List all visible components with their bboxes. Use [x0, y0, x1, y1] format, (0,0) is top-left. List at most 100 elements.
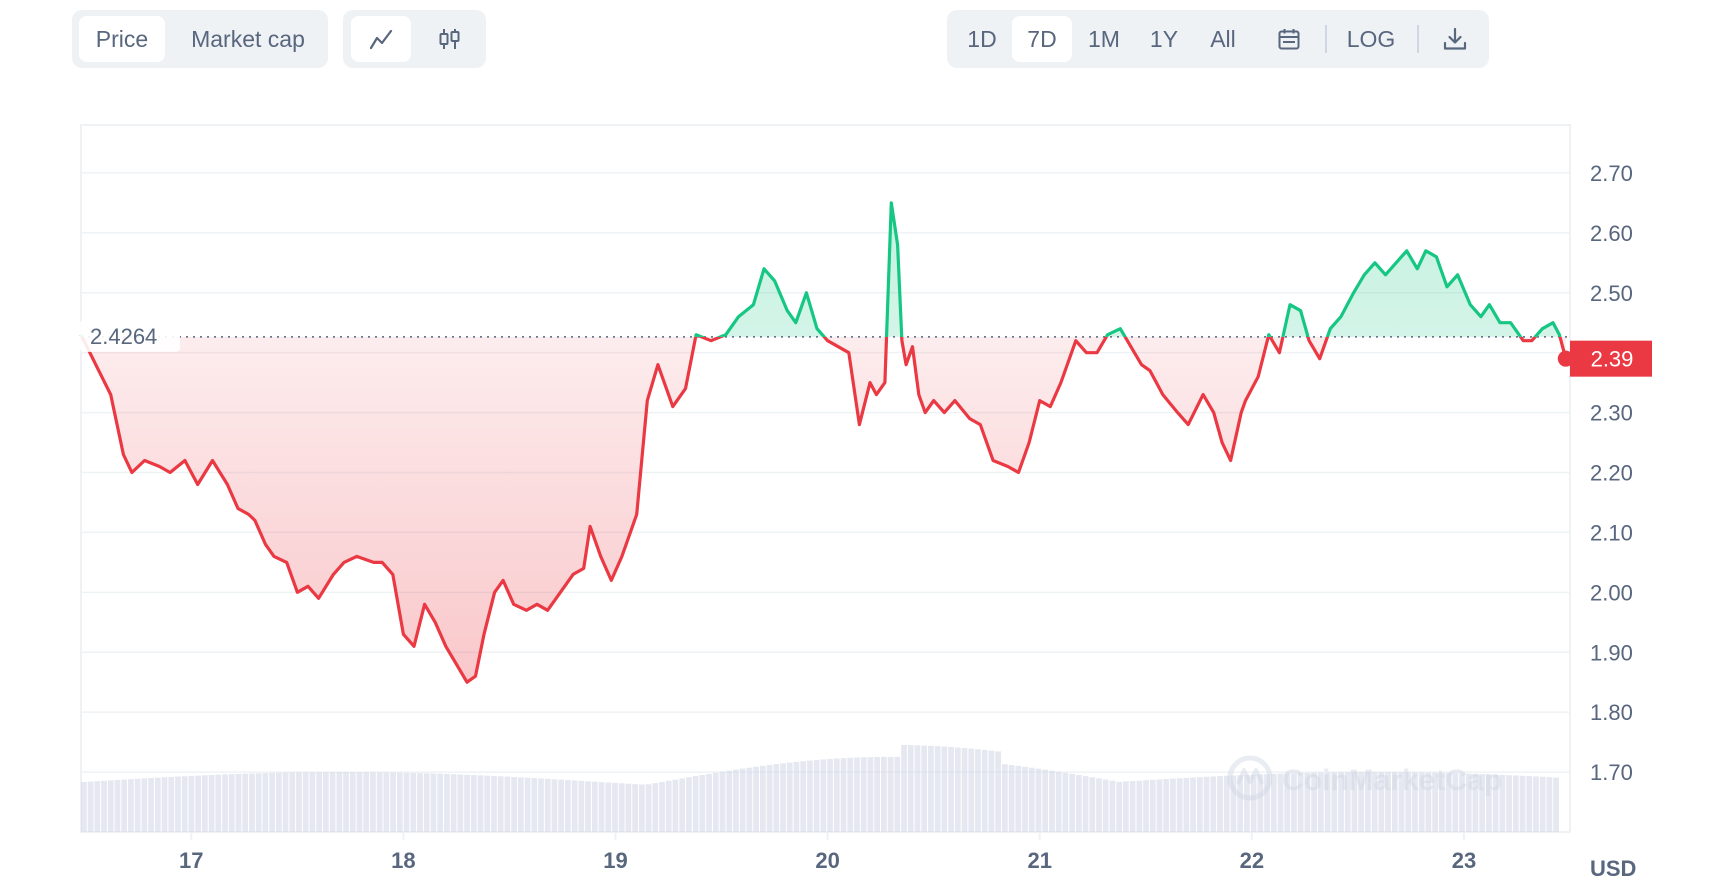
- tab-price[interactable]: Price: [79, 16, 165, 62]
- volume-bar: [665, 780, 672, 832]
- range-all[interactable]: All: [1210, 26, 1236, 52]
- volume-bar: [517, 777, 524, 832]
- volume-bar: [1230, 775, 1237, 832]
- volume-bar: [1317, 772, 1324, 832]
- volume-bar: [417, 773, 423, 832]
- volume-bar: [1237, 775, 1244, 832]
- volume-bar: [1512, 775, 1519, 832]
- watermark: CoinMarketCap: [1227, 755, 1502, 801]
- volume-bar: [1217, 776, 1223, 832]
- y-tick-label: 2.30: [1590, 401, 1633, 426]
- volume-bar: [349, 772, 356, 832]
- range-1d[interactable]: 1D: [967, 26, 997, 52]
- volume-bar: [995, 751, 1002, 832]
- volume-bar: [511, 777, 517, 832]
- range-1y[interactable]: 1Y: [1149, 26, 1179, 52]
- volume-bar: [941, 746, 948, 832]
- volume-bar: [773, 764, 780, 832]
- volume-bar: [437, 773, 444, 832]
- volume-bar: [612, 782, 618, 832]
- volume-bar: [726, 770, 733, 832]
- x-axis: 17 18 19 20 21 22 23: [179, 832, 1476, 873]
- volume-bar: [1479, 774, 1486, 832]
- volume-bar: [1002, 764, 1008, 832]
- volume-bar: [1277, 773, 1284, 832]
- price-line-above: [79, 201, 1562, 337]
- volume-bar: [524, 777, 531, 832]
- calendar-button[interactable]: [1263, 16, 1315, 62]
- volume-bar: [215, 774, 222, 832]
- volume-bar: [255, 773, 262, 832]
- x-tick-label: 17: [179, 848, 203, 873]
- volume-bar: [323, 772, 329, 832]
- volume-bar: [820, 759, 827, 832]
- x-tick-label: 19: [603, 848, 627, 873]
- volume-bar: [269, 772, 275, 832]
- volume-bar: [1190, 777, 1196, 832]
- volume-bar: [699, 775, 706, 832]
- volume-bar: [195, 775, 202, 832]
- volume-bar: [1297, 772, 1304, 832]
- volume-bar: [1338, 772, 1344, 832]
- volume-bar: [403, 772, 410, 832]
- volume-bar: [1371, 772, 1378, 832]
- download-button[interactable]: [1429, 16, 1481, 62]
- metric-toggle: Price Market cap: [72, 10, 328, 68]
- line-chart-button[interactable]: [351, 16, 411, 62]
- volume-bar: [786, 762, 793, 832]
- volume-bar: [154, 777, 161, 832]
- volume-bar: [746, 767, 753, 832]
- volume-bar: [484, 775, 491, 832]
- volume-bar: [538, 778, 544, 832]
- volume-bar: [712, 772, 719, 832]
- price-line: [79, 201, 1568, 684]
- volume-bar: [1244, 774, 1250, 832]
- volume-bar: [430, 773, 437, 832]
- volume-bar: [343, 772, 349, 832]
- tab-market-cap[interactable]: Market cap: [191, 26, 305, 52]
- volume-bar: [975, 749, 981, 832]
- volume-bar: [1264, 774, 1270, 832]
- volume-bar: [605, 782, 612, 832]
- volume-bar: [1035, 768, 1042, 832]
- volume-bar: [370, 772, 376, 832]
- volume-bar: [1096, 778, 1102, 832]
- volume-bar: [1391, 772, 1398, 832]
- volume-bar: [981, 749, 988, 832]
- volume-bar: [1331, 772, 1338, 832]
- currency-label: USD: [1590, 856, 1636, 881]
- volume-bar: [1546, 777, 1553, 832]
- volume-bar: [686, 777, 692, 832]
- volume-bar: [1049, 770, 1055, 832]
- volume-bar: [1223, 775, 1230, 832]
- volume-bar: [94, 781, 101, 832]
- volume-bar: [1539, 776, 1546, 832]
- volume-bar: [396, 772, 403, 832]
- volume-bar: [1136, 780, 1143, 832]
- volume-bar: [645, 784, 652, 832]
- volume-bar: [1015, 765, 1022, 832]
- volume-bar: [1075, 775, 1082, 832]
- price-line-below: [80, 336, 1568, 684]
- volume-bar: [625, 783, 632, 832]
- volume-bar: [887, 756, 894, 832]
- volume-bar: [363, 772, 370, 832]
- volume-bar: [598, 782, 605, 832]
- range-7d[interactable]: 7D: [1012, 16, 1072, 62]
- volume-bar: [1069, 773, 1075, 832]
- volume-bar: [551, 779, 558, 832]
- volume-bar: [1459, 773, 1465, 832]
- volume-bar: [632, 784, 638, 832]
- volume-bar: [1358, 772, 1365, 832]
- candlestick-button[interactable]: [419, 16, 479, 62]
- volume-bar: [222, 774, 228, 832]
- volume-bar: [1156, 779, 1163, 832]
- range-1m[interactable]: 1M: [1088, 26, 1120, 52]
- volume-bar: [1089, 777, 1096, 832]
- volume-bar: [948, 747, 954, 832]
- volume-bar: [121, 779, 128, 832]
- price-area-below: [81, 336, 1566, 683]
- log-scale-toggle[interactable]: LOG: [1346, 26, 1396, 52]
- volume-bar: [1008, 765, 1015, 832]
